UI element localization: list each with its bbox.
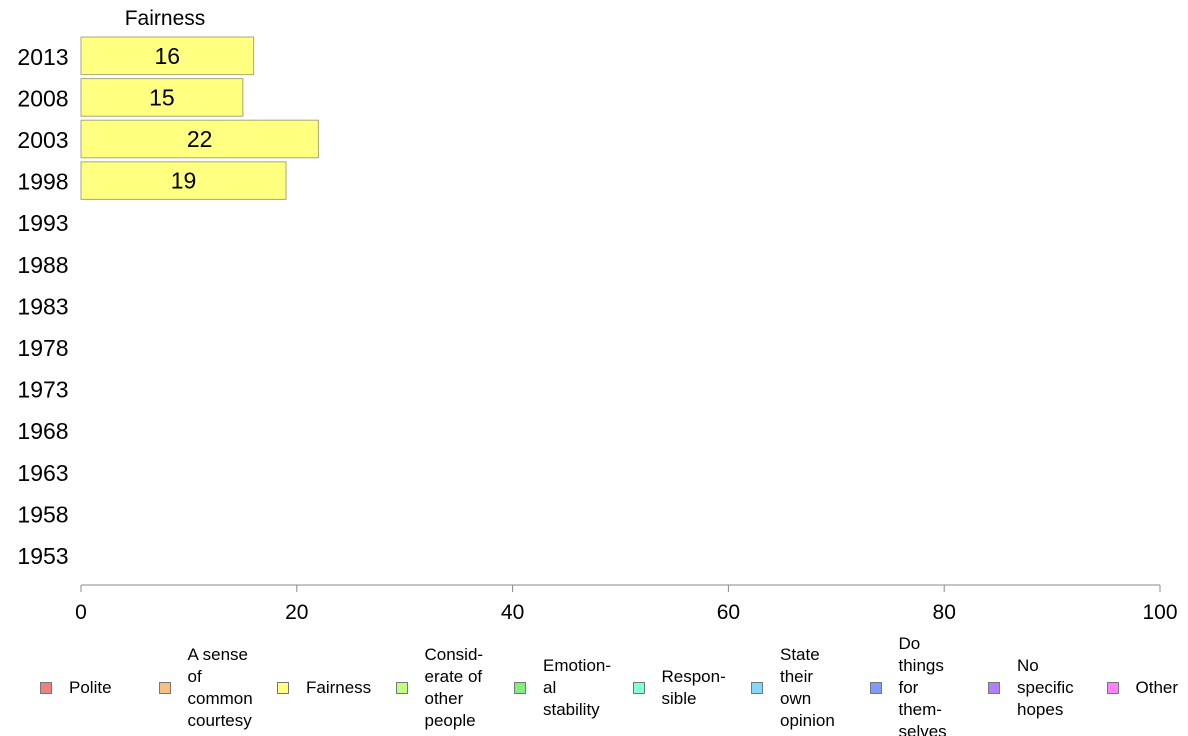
x-tick-label-60: 60 <box>717 601 740 624</box>
legend-swatch <box>988 682 1000 694</box>
legend-label: Other <box>1136 677 1179 699</box>
legend-item-7: State their own opinion <box>711 636 835 736</box>
legend-label-line: Consid- <box>424 645 484 664</box>
legend-label-line: their <box>780 667 814 686</box>
legend-item-9: No specific hopes <box>948 636 1074 736</box>
year-label-2013: 2013 <box>17 44 68 70</box>
x-tick-label-100: 100 <box>1142 601 1177 624</box>
legend-label: State their own opinion <box>780 644 835 732</box>
legend-label-line: selves <box>898 722 947 736</box>
legend-label-line: Other <box>1135 678 1179 697</box>
legend-label-line: al <box>543 678 557 697</box>
legend-label: Respon-sible <box>662 666 726 710</box>
legend-item-2: A sense of common courtesy <box>119 636 253 736</box>
legend-label-line: own <box>780 689 812 708</box>
year-label-1988: 1988 <box>17 252 68 278</box>
bar-2003 <box>80 119 319 159</box>
legend-swatch <box>40 682 52 694</box>
year-label-2003: 2003 <box>17 127 68 153</box>
legend-label-line: specific <box>1017 678 1074 697</box>
legend-label-line: things <box>898 656 944 675</box>
bar-chart: Fairness 2013 2008 2003 1998 1993 1988 1983 197… <box>17 7 1178 624</box>
x-tick-label-80: 80 <box>933 601 956 624</box>
legend-swatch <box>395 682 408 694</box>
year-label-1993: 1993 <box>17 210 68 236</box>
legend-label-line: A sense <box>187 645 249 664</box>
legend-swatch <box>632 682 645 694</box>
year-label-1968: 1968 <box>17 418 68 444</box>
legend-label-line: Fairness <box>306 678 372 697</box>
legend-item-4: Consid-erate of other people <box>356 636 483 736</box>
legend-label-line: Emotion- <box>543 656 612 675</box>
bar-value-label-2003: 22 <box>187 126 213 152</box>
year-label-1983: 1983 <box>17 293 68 319</box>
legend-label-line: common <box>187 689 253 708</box>
legend-label-line: people <box>424 711 476 730</box>
year-label-1973: 1973 <box>17 377 68 403</box>
legend-label-line: Respon- <box>661 667 726 686</box>
legend-item-10: Other <box>1067 636 1186 736</box>
legend-swatch <box>869 682 882 694</box>
legend-label-line: State <box>780 645 820 664</box>
legend-label-line: No <box>1017 656 1039 675</box>
legend-label: Emotion-al stability <box>543 655 611 721</box>
bar-value-label-2013: 16 <box>155 43 181 69</box>
legend-label-line: erate of <box>424 667 483 686</box>
legend-item-3: Fairness <box>237 636 371 736</box>
bar-value-label-1998: 19 <box>171 168 197 194</box>
legend-label: Fairness <box>306 677 371 699</box>
legend-label-line: other <box>424 689 464 708</box>
bar-1998 <box>80 161 287 200</box>
legend-label-line: opinion <box>780 711 835 730</box>
legend-label-line: hopes <box>1017 700 1064 719</box>
year-label-1978: 1978 <box>17 335 68 361</box>
legend-swatch <box>514 682 526 694</box>
legend-item-5: Emotion-al stability <box>474 636 611 736</box>
x-axis: 0 20 40 60 80 100 <box>75 584 1178 624</box>
legend-label-line: them- <box>898 700 942 719</box>
bar-2008 <box>80 78 244 117</box>
legend-label: Polite <box>69 677 112 699</box>
x-tick-label-40: 40 <box>501 601 524 624</box>
year-label-1998: 1998 <box>17 169 68 195</box>
year-labels: 2013 2008 2003 1998 1993 1988 1983 1978 1973 1968… <box>17 44 68 569</box>
legend-swatch <box>1106 682 1119 694</box>
x-tick-label-0: 0 <box>75 601 87 624</box>
year-label-2008: 2008 <box>17 85 68 111</box>
legend: Polite A sense of common courtesy Fairness Con… <box>0 636 1188 736</box>
legend-label: Do things for them-selves <box>899 636 947 736</box>
legend-label: A sense of common courtesy <box>188 644 253 732</box>
year-label-1958: 1958 <box>17 501 68 527</box>
legend-label-line: of <box>187 667 202 686</box>
legend-item-6: Respon-sible <box>593 636 726 736</box>
legend-label-line: courtesy <box>187 711 252 730</box>
legend-label: No specific hopes <box>1017 655 1074 721</box>
x-tick-label-20: 20 <box>285 601 308 624</box>
legend-swatch <box>751 682 763 694</box>
series-title: Fairness <box>125 7 206 30</box>
legend-label: Consid-erate of other people <box>425 644 484 732</box>
bar-value-label-2008: 15 <box>149 84 175 110</box>
legend-item-8: Do things for them-selves <box>830 636 949 736</box>
bar-2013 <box>80 36 255 76</box>
legend-label-line: sible <box>661 689 697 708</box>
year-label-1953: 1953 <box>17 543 68 569</box>
legend-label-line: for <box>898 678 919 697</box>
legend-label-line: Polite <box>69 678 112 697</box>
legend-label-line: stability <box>543 700 600 719</box>
legend-label-line: Do <box>898 636 921 653</box>
legend-swatch <box>277 682 289 694</box>
legend-item-1: Polite <box>0 636 119 736</box>
year-label-1963: 1963 <box>17 460 68 486</box>
legend-swatch <box>158 682 171 694</box>
bars: 16 15 22 19 <box>80 36 319 200</box>
